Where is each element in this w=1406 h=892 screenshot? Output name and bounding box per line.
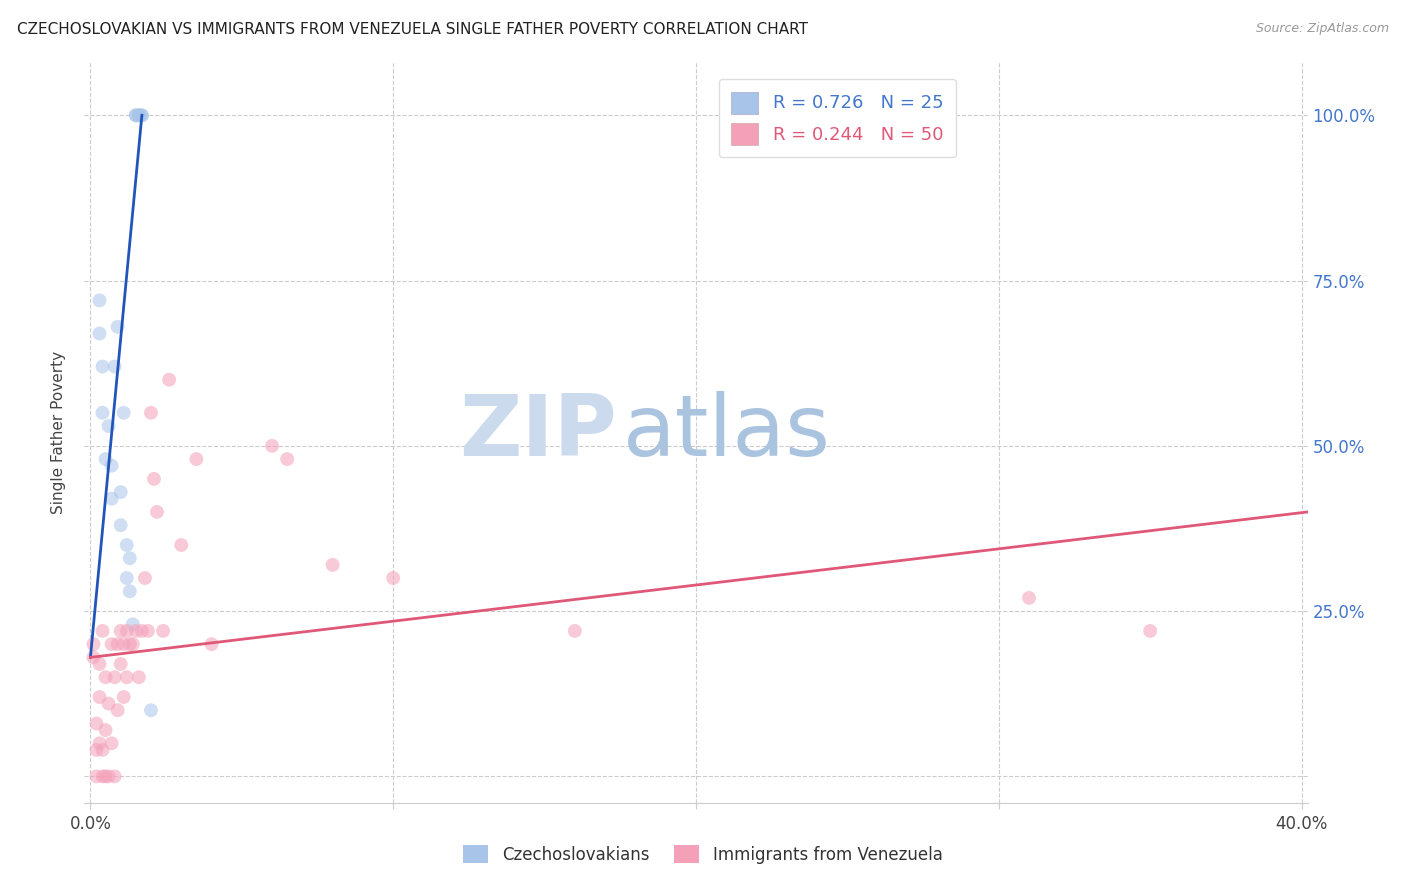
Point (125, 108, 148, 122)
Point (104, 769, 127, 783)
Point (134, 571, 156, 585)
Point (94, 670, 117, 684)
Point (86, 769, 108, 783)
Point (131, 108, 153, 122)
Point (128, 108, 150, 122)
Point (94, 769, 117, 783)
Point (139, 406, 162, 420)
Point (91, 769, 114, 783)
Point (91, 624, 114, 638)
Y-axis label: Single Father Poverty: Single Father Poverty (51, 351, 66, 514)
Point (1018, 591, 1040, 605)
Legend: Czechoslovakians, Immigrants from Venezuela: Czechoslovakians, Immigrants from Venezu… (457, 838, 949, 871)
Point (104, 670, 127, 684)
Point (382, 571, 405, 585)
Point (118, 551, 141, 566)
Point (89, 326, 111, 341)
Point (170, 538, 193, 552)
Point (131, 108, 153, 122)
Point (118, 637, 141, 651)
Point (89, 736, 111, 750)
Point (91, 406, 114, 420)
Point (136, 624, 159, 638)
Legend: R = 0.726   N = 25, R = 0.244   N = 50: R = 0.726 N = 25, R = 0.244 N = 50 (718, 78, 956, 157)
Point (91, 743, 114, 757)
Point (152, 624, 174, 638)
Point (94, 452, 117, 467)
Text: atlas: atlas (623, 391, 831, 475)
Point (82, 637, 104, 651)
Point (89, 690, 111, 704)
Point (125, 624, 148, 638)
Point (128, 108, 150, 122)
Text: ZIP: ZIP (458, 391, 616, 475)
Point (89, 293, 111, 308)
Point (107, 319, 129, 334)
Point (94, 723, 117, 737)
Point (107, 703, 129, 717)
Point (97, 419, 120, 434)
Point (143, 472, 166, 486)
Point (146, 505, 169, 519)
Point (118, 584, 141, 599)
Point (110, 657, 132, 671)
Point (121, 617, 143, 632)
Text: Source: ZipAtlas.com: Source: ZipAtlas.com (1256, 22, 1389, 36)
Point (128, 670, 150, 684)
Point (125, 108, 148, 122)
Point (104, 359, 127, 374)
Point (131, 624, 153, 638)
Point (200, 637, 222, 651)
Point (100, 637, 122, 651)
Point (115, 624, 138, 638)
Point (157, 373, 180, 387)
Point (112, 637, 135, 651)
Point (89, 657, 111, 671)
Point (1139, 624, 1161, 638)
Point (100, 458, 122, 473)
Point (110, 518, 132, 533)
Point (186, 452, 208, 467)
Point (110, 624, 132, 638)
Point (121, 637, 143, 651)
Point (564, 624, 586, 638)
Point (112, 690, 135, 704)
Point (100, 491, 122, 506)
Point (86, 743, 108, 757)
Point (139, 703, 162, 717)
Point (107, 637, 129, 651)
Point (97, 769, 120, 783)
Point (115, 670, 138, 684)
Point (100, 736, 122, 750)
Point (91, 359, 114, 374)
Point (262, 439, 284, 453)
Point (322, 558, 344, 572)
Point (112, 406, 135, 420)
Point (115, 571, 138, 585)
Point (82, 650, 104, 665)
Point (86, 716, 108, 731)
Point (97, 697, 120, 711)
Point (115, 538, 138, 552)
Point (110, 485, 132, 500)
Point (276, 452, 298, 467)
Text: CZECHOSLOVAKIAN VS IMMIGRANTS FROM VENEZUELA SINGLE FATHER POVERTY CORRELATION C: CZECHOSLOVAKIAN VS IMMIGRANTS FROM VENEZ… (17, 22, 808, 37)
